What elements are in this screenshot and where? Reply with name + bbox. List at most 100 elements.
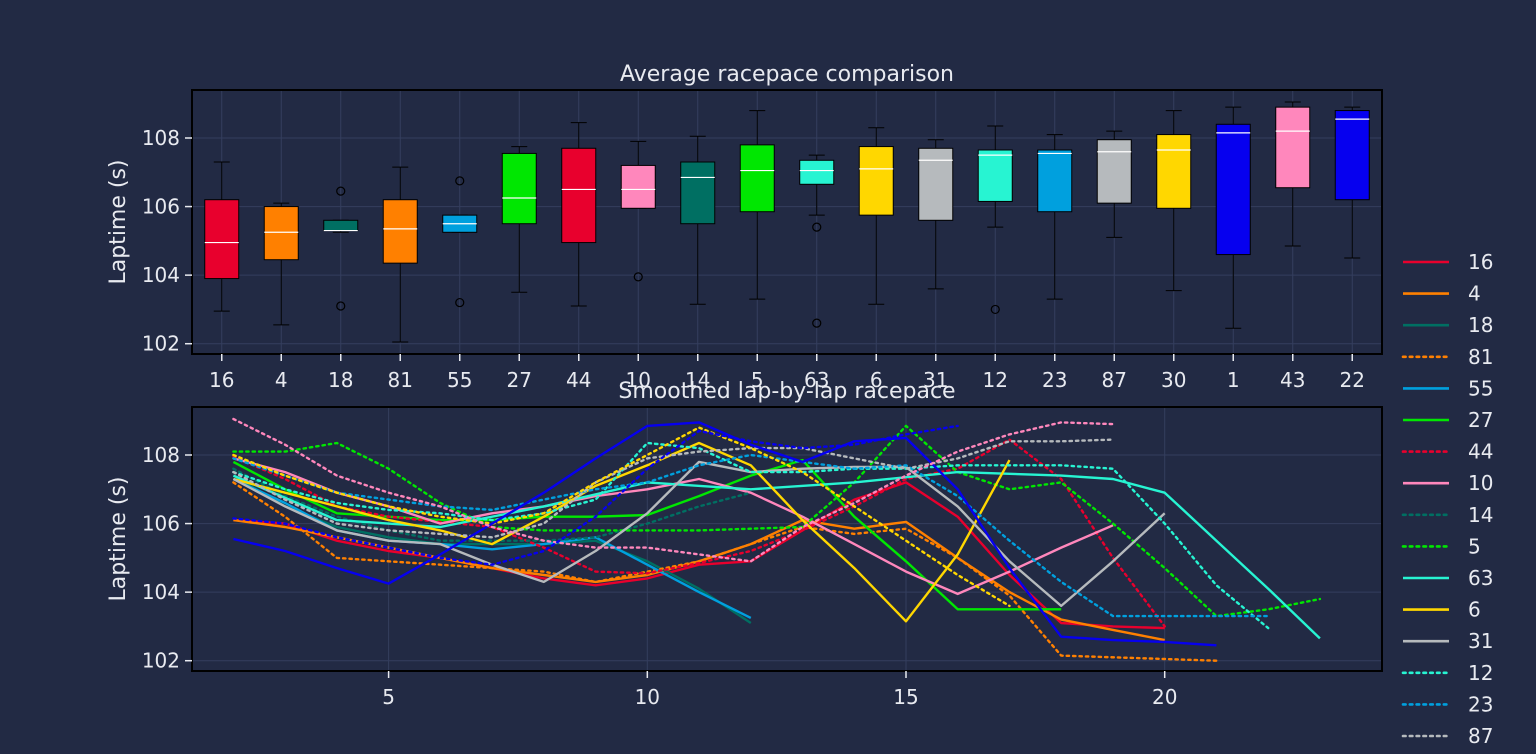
box-body bbox=[1156, 134, 1192, 209]
series-line-81 bbox=[232, 481, 1218, 662]
boxplot-xtick-label: 43 bbox=[1280, 368, 1305, 392]
series-line-30 bbox=[232, 426, 1011, 608]
legend-entry-27: 27 bbox=[1403, 408, 1493, 432]
series-line-14 bbox=[232, 467, 752, 542]
legend-entry-14: 14 bbox=[1401, 503, 1493, 527]
legend-entry-6: 6 bbox=[1403, 598, 1481, 622]
box-body bbox=[918, 147, 954, 221]
legend-label: 4 bbox=[1468, 282, 1481, 306]
box-body bbox=[858, 146, 894, 216]
lineplot-frame bbox=[191, 406, 1383, 672]
box-flier bbox=[990, 304, 1000, 315]
legend-entry-55: 55 bbox=[1403, 376, 1493, 400]
legend-entry-63: 63 bbox=[1403, 566, 1493, 590]
boxplot-xtick-label: 30 bbox=[1161, 368, 1186, 392]
boxplot-ytick-label: 104 bbox=[142, 263, 180, 287]
legend-label: 31 bbox=[1468, 629, 1493, 653]
legend-entry-5: 5 bbox=[1401, 534, 1481, 558]
legend-entry-4: 4 bbox=[1403, 282, 1481, 306]
boxplot-xtick-label: 18 bbox=[328, 368, 353, 392]
lineplot-ytick-label: 104 bbox=[142, 580, 180, 604]
series-line-44 bbox=[232, 438, 1166, 628]
lineplot-lines bbox=[232, 417, 1322, 662]
box-flier bbox=[812, 222, 822, 232]
legend-entry-18: 18 bbox=[1403, 313, 1493, 337]
series-line-31 bbox=[232, 460, 1166, 608]
box-flier bbox=[455, 176, 465, 186]
boxplot-xtick-label: 22 bbox=[1340, 368, 1365, 392]
lineplot-xtick-label: 20 bbox=[1152, 685, 1177, 709]
series-line-12 bbox=[232, 441, 1270, 630]
lineplot-panel: Smoothed lap-by-lap racepace Laptime (s)… bbox=[106, 379, 1383, 709]
box-flier bbox=[336, 186, 346, 196]
legend-label: 12 bbox=[1468, 661, 1493, 685]
box-body bbox=[263, 206, 299, 261]
boxplot-xtick-label: 10 bbox=[626, 368, 651, 392]
boxplot-frame bbox=[191, 89, 1383, 355]
lineplot-xtick-label: 10 bbox=[635, 685, 660, 709]
boxplot-xtick-label: 4 bbox=[275, 368, 288, 392]
boxplot-xtick-label: 12 bbox=[983, 368, 1008, 392]
legend-label: 23 bbox=[1468, 692, 1493, 716]
legend-label: 5 bbox=[1468, 534, 1481, 558]
boxplot-ytick-label: 108 bbox=[142, 126, 180, 150]
box-body bbox=[204, 199, 240, 280]
box-body bbox=[1037, 149, 1073, 213]
series-line-23 bbox=[232, 453, 1270, 618]
box-body bbox=[680, 161, 716, 225]
box-driver-1 bbox=[1215, 106, 1251, 329]
legend-label: 55 bbox=[1468, 376, 1493, 400]
box-body bbox=[561, 147, 597, 244]
series-line-87 bbox=[232, 438, 1115, 539]
box-body bbox=[799, 159, 835, 185]
boxplot-xtick-label: 27 bbox=[507, 368, 532, 392]
legend-entry-12: 12 bbox=[1401, 661, 1493, 685]
series-line-63 bbox=[232, 470, 1321, 640]
boxplot-xtick-label: 81 bbox=[388, 368, 413, 392]
legend-label: 18 bbox=[1468, 313, 1493, 337]
series-line-22 bbox=[232, 424, 959, 566]
legend-label: 10 bbox=[1468, 471, 1493, 495]
boxplot-xtick-label: 31 bbox=[923, 368, 948, 392]
legend-label: 16 bbox=[1468, 250, 1493, 274]
boxplot-xtick-label: 1 bbox=[1227, 368, 1240, 392]
legend-label: 6 bbox=[1468, 598, 1481, 622]
box-body bbox=[1334, 110, 1370, 201]
boxplot-title: Average racepace comparison bbox=[620, 62, 954, 87]
boxplot-xtick-label: 87 bbox=[1102, 368, 1127, 392]
box-driver-43 bbox=[1275, 101, 1311, 247]
legend-label: 81 bbox=[1468, 345, 1493, 369]
box-flier bbox=[455, 297, 465, 308]
legend-entry-87: 87 bbox=[1401, 724, 1493, 748]
box-flier bbox=[812, 318, 822, 328]
boxplot-panel: Average racepace comparison Laptime (s) … bbox=[106, 62, 1383, 392]
boxplot-xtick-label: 63 bbox=[804, 368, 829, 392]
boxplot-xtick-label: 6 bbox=[870, 368, 883, 392]
boxplot-ytick-label: 106 bbox=[142, 195, 180, 219]
box-driver-18 bbox=[323, 186, 359, 311]
series-line-43 bbox=[232, 417, 1115, 563]
box-body bbox=[323, 219, 359, 232]
box-driver-87 bbox=[1096, 130, 1132, 238]
box-driver-27 bbox=[501, 146, 537, 293]
boxplot-xticks: 16 4 18 81 55 27 44 10 14 5 63 6 31 12 23 87 30 1 43 22 bbox=[209, 354, 1365, 392]
box-driver-4 bbox=[263, 202, 299, 326]
legend-entry-81: 81 bbox=[1401, 345, 1493, 369]
box-flier bbox=[336, 301, 346, 311]
series-line-6 bbox=[233, 441, 1011, 623]
boxplot-xtick-label: 16 bbox=[209, 368, 234, 392]
legend-label: 14 bbox=[1468, 503, 1493, 527]
lineplot-ytick-label: 102 bbox=[142, 649, 180, 673]
box-body bbox=[977, 149, 1013, 202]
boxplot-ytick-label: 102 bbox=[142, 332, 180, 356]
boxplot-xtick-label: 23 bbox=[1042, 368, 1067, 392]
boxplot-ylabel: Laptime (s) bbox=[106, 159, 131, 284]
lineplot-title: Smoothed lap-by-lap racepace bbox=[618, 379, 955, 404]
box-driver-63 bbox=[799, 154, 835, 328]
box-body bbox=[620, 164, 656, 209]
box-driver-6 bbox=[858, 127, 894, 305]
legend: 16 4 18 81 55 27 44 10 14 5 63 6 31 12 23 87 bbox=[1401, 250, 1493, 748]
boxplot-xtick-label: 14 bbox=[685, 368, 710, 392]
legend-label: 63 bbox=[1468, 566, 1493, 590]
